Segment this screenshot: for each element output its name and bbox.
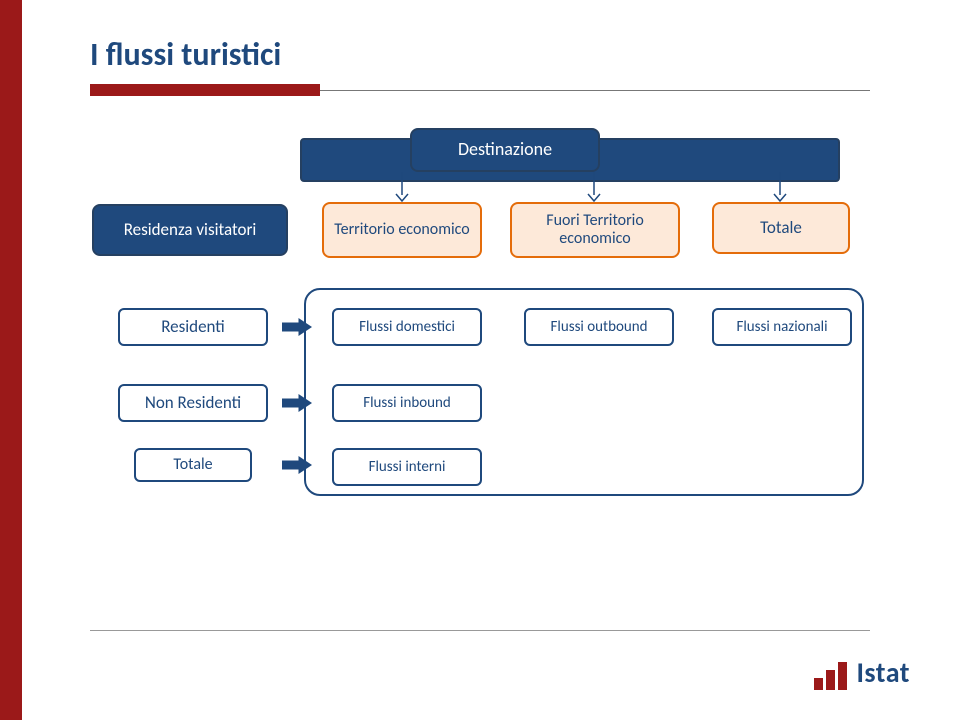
totale-row-box: Totale bbox=[134, 448, 252, 482]
totale-row-label: Totale bbox=[173, 456, 212, 474]
totale-header-box: Totale bbox=[712, 202, 850, 254]
arrow-right-icon bbox=[282, 456, 312, 474]
flussi-outbound-box: Flussi outbound bbox=[524, 308, 674, 346]
page-title: I flussi turistici bbox=[90, 35, 910, 74]
flussi-outbound-label: Flussi outbound bbox=[550, 319, 647, 336]
logo-bars-icon bbox=[814, 662, 850, 690]
non-residenti-label: Non Residenti bbox=[145, 394, 241, 413]
residenti-box: Residenti bbox=[118, 308, 268, 346]
connector-1 bbox=[395, 172, 409, 202]
destinazione-box: Destinazione bbox=[410, 128, 600, 172]
residenza-visitatori-box: Residenza visitatori bbox=[92, 204, 288, 256]
fuori-label: Fuori Territorio economico bbox=[512, 212, 678, 247]
content-area: I flussi turistici bbox=[90, 35, 910, 130]
connector-2 bbox=[587, 172, 601, 202]
flussi-domestici-label: Flussi domestici bbox=[359, 319, 455, 336]
title-rule bbox=[90, 80, 870, 92]
non-residenti-box: Non Residenti bbox=[118, 384, 268, 422]
destinazione-label: Destinazione bbox=[458, 140, 552, 160]
left-stripe bbox=[0, 0, 22, 720]
logo-text: Istat bbox=[856, 655, 910, 690]
territorio-label: Territorio economico bbox=[334, 221, 470, 239]
flussi-inbound-box: Flussi inbound bbox=[332, 384, 482, 422]
footer-rule bbox=[90, 630, 870, 631]
istat-logo: Istat bbox=[814, 655, 910, 690]
flussi-nazionali-box: Flussi nazionali bbox=[712, 308, 852, 346]
territorio-box: Territorio economico bbox=[322, 202, 482, 258]
flussi-nazionali-label: Flussi nazionali bbox=[736, 319, 827, 336]
flussi-domestici-box: Flussi domestici bbox=[332, 308, 482, 346]
flussi-inbound-label: Flussi inbound bbox=[363, 395, 451, 412]
flussi-interni-box: Flussi interni bbox=[332, 448, 482, 486]
fuori-territorio-box: Fuori Territorio economico bbox=[510, 202, 680, 258]
connector-3 bbox=[773, 172, 787, 202]
residenza-label: Residenza visitatori bbox=[124, 221, 257, 240]
arrow-right-icon bbox=[282, 394, 312, 412]
totale-header-label: Totale bbox=[760, 219, 802, 238]
residenti-label: Residenti bbox=[161, 318, 225, 337]
rule-thick bbox=[90, 84, 320, 96]
flussi-interni-label: Flussi interni bbox=[369, 459, 446, 476]
arrow-right-icon bbox=[282, 318, 312, 336]
